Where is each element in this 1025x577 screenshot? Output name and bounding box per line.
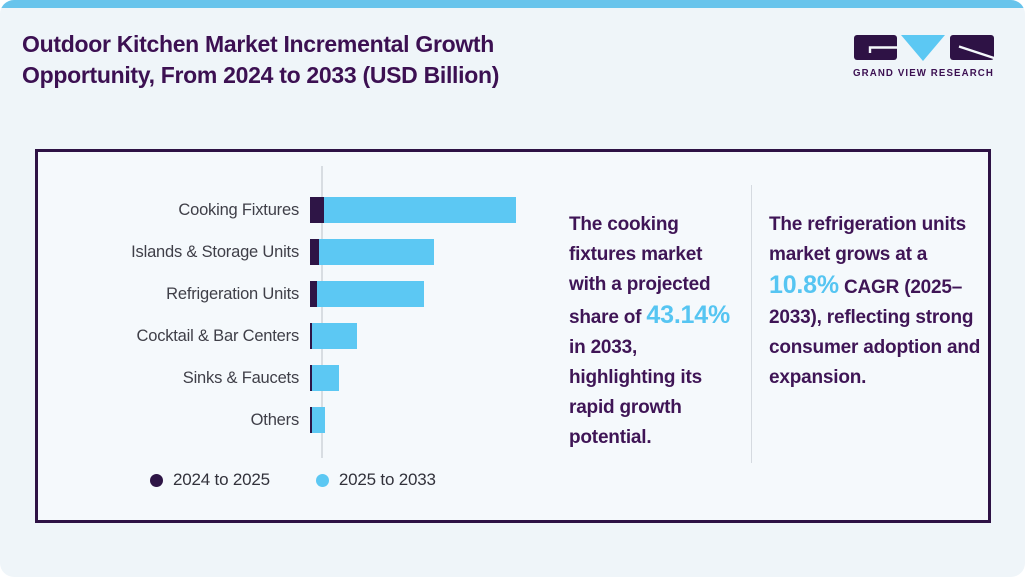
bar-segment-series1	[310, 239, 319, 265]
gvr-logo-mark: GRAND VIEW RESEARCH	[853, 35, 995, 79]
bar-4	[310, 365, 339, 391]
bar-segment-series2	[319, 239, 434, 265]
category-label: Islands & Storage Units	[131, 242, 299, 261]
annotation-refrigeration-units: The refrigeration units market grows at …	[769, 210, 985, 520]
category-label: Sinks & Faucets	[182, 368, 299, 387]
logo-v-triangle	[901, 35, 945, 61]
annotation-cooking-fixtures: The cooking fixtures market with a proje…	[569, 210, 731, 520]
bar-segment-series2	[312, 323, 357, 349]
page-title-line1: Outdoor Kitchen Market Incremental Growt…	[22, 31, 495, 57]
bar-segment-series1	[310, 281, 317, 307]
bar-segment-series2	[312, 365, 339, 391]
legend-label: 2025 to 2033	[338, 470, 436, 489]
annotation2-highlight-value: 10.8%	[769, 271, 839, 299]
annotation1-text-before: The cooking fixtures market with a proje…	[569, 214, 711, 328]
chart-row: Cocktail & Bar Centers	[38, 323, 550, 349]
annotation2-text-before: The refrigeration units market grows at …	[769, 214, 967, 265]
category-label: Refrigeration Units	[166, 284, 299, 303]
divider	[751, 185, 752, 463]
legend-item: 2025 to 2033	[315, 470, 436, 490]
bar-3	[310, 323, 357, 349]
bar-segment-series2	[312, 407, 325, 433]
category-label: Others	[250, 410, 300, 429]
chart-card: Cooking Fixtures Islands & Storage Units R…	[35, 149, 991, 523]
legend-label: 2024 to 2025	[173, 470, 270, 489]
category-label: Cooking Fixtures	[178, 200, 299, 219]
bar-segment-series1	[310, 407, 312, 433]
bar-segment-series1	[310, 323, 312, 349]
bar-2	[310, 281, 424, 307]
bar-segment-series2	[324, 197, 516, 223]
annotation1-highlight-value: 43.14%	[646, 301, 730, 329]
bar-segment-series1	[310, 365, 312, 391]
chart-row: Islands & Storage Units	[38, 239, 550, 265]
chart-row: Sinks & Faucets	[38, 365, 550, 391]
chart-row: Refrigeration Units	[38, 281, 550, 307]
category-label: Cocktail & Bar Centers	[136, 326, 300, 345]
chart-rows: Cooking Fixtures Islands & Storage Units R…	[38, 197, 550, 433]
logo-g-cut	[868, 46, 897, 53]
legend-item: 2024 to 2025	[150, 470, 270, 490]
legend-dot-icon	[150, 473, 163, 487]
bar-segment-series1	[310, 197, 324, 223]
axis-line	[321, 166, 323, 458]
chart-row: Others	[38, 407, 550, 433]
bar-segment-series2	[317, 281, 424, 307]
bar-1	[310, 239, 434, 265]
top-accent-bar	[0, 0, 1025, 8]
page-title: Outdoor Kitchen Market Incremental Growt…	[22, 29, 499, 91]
legend-dot-icon	[315, 473, 329, 487]
logo-wordmark: GRAND VIEW RESEARCH	[853, 67, 994, 79]
annotation2-text-after: CAGR (2025–2033), reflecting strong cons…	[769, 277, 981, 388]
bar-chart: Cooking Fixtures Islands & Storage Units R…	[38, 152, 550, 520]
bar-0	[310, 197, 516, 223]
chart-row: Cooking Fixtures	[38, 197, 550, 223]
legend: 2024 to 2025 2025 to 2033	[150, 470, 550, 490]
annotation1-text-after: in 2033, highlighting its rapid growth p…	[569, 337, 702, 448]
header: Outdoor Kitchen Market Incremental Growt…	[0, 8, 1025, 91]
bar-5	[310, 407, 325, 433]
page-title-line2: Opportunity, From 2024 to 2033 (USD Bill…	[22, 62, 500, 88]
gvr-logo: GRAND VIEW RESEARCH	[853, 28, 995, 85]
logo-r-cut	[958, 45, 995, 60]
